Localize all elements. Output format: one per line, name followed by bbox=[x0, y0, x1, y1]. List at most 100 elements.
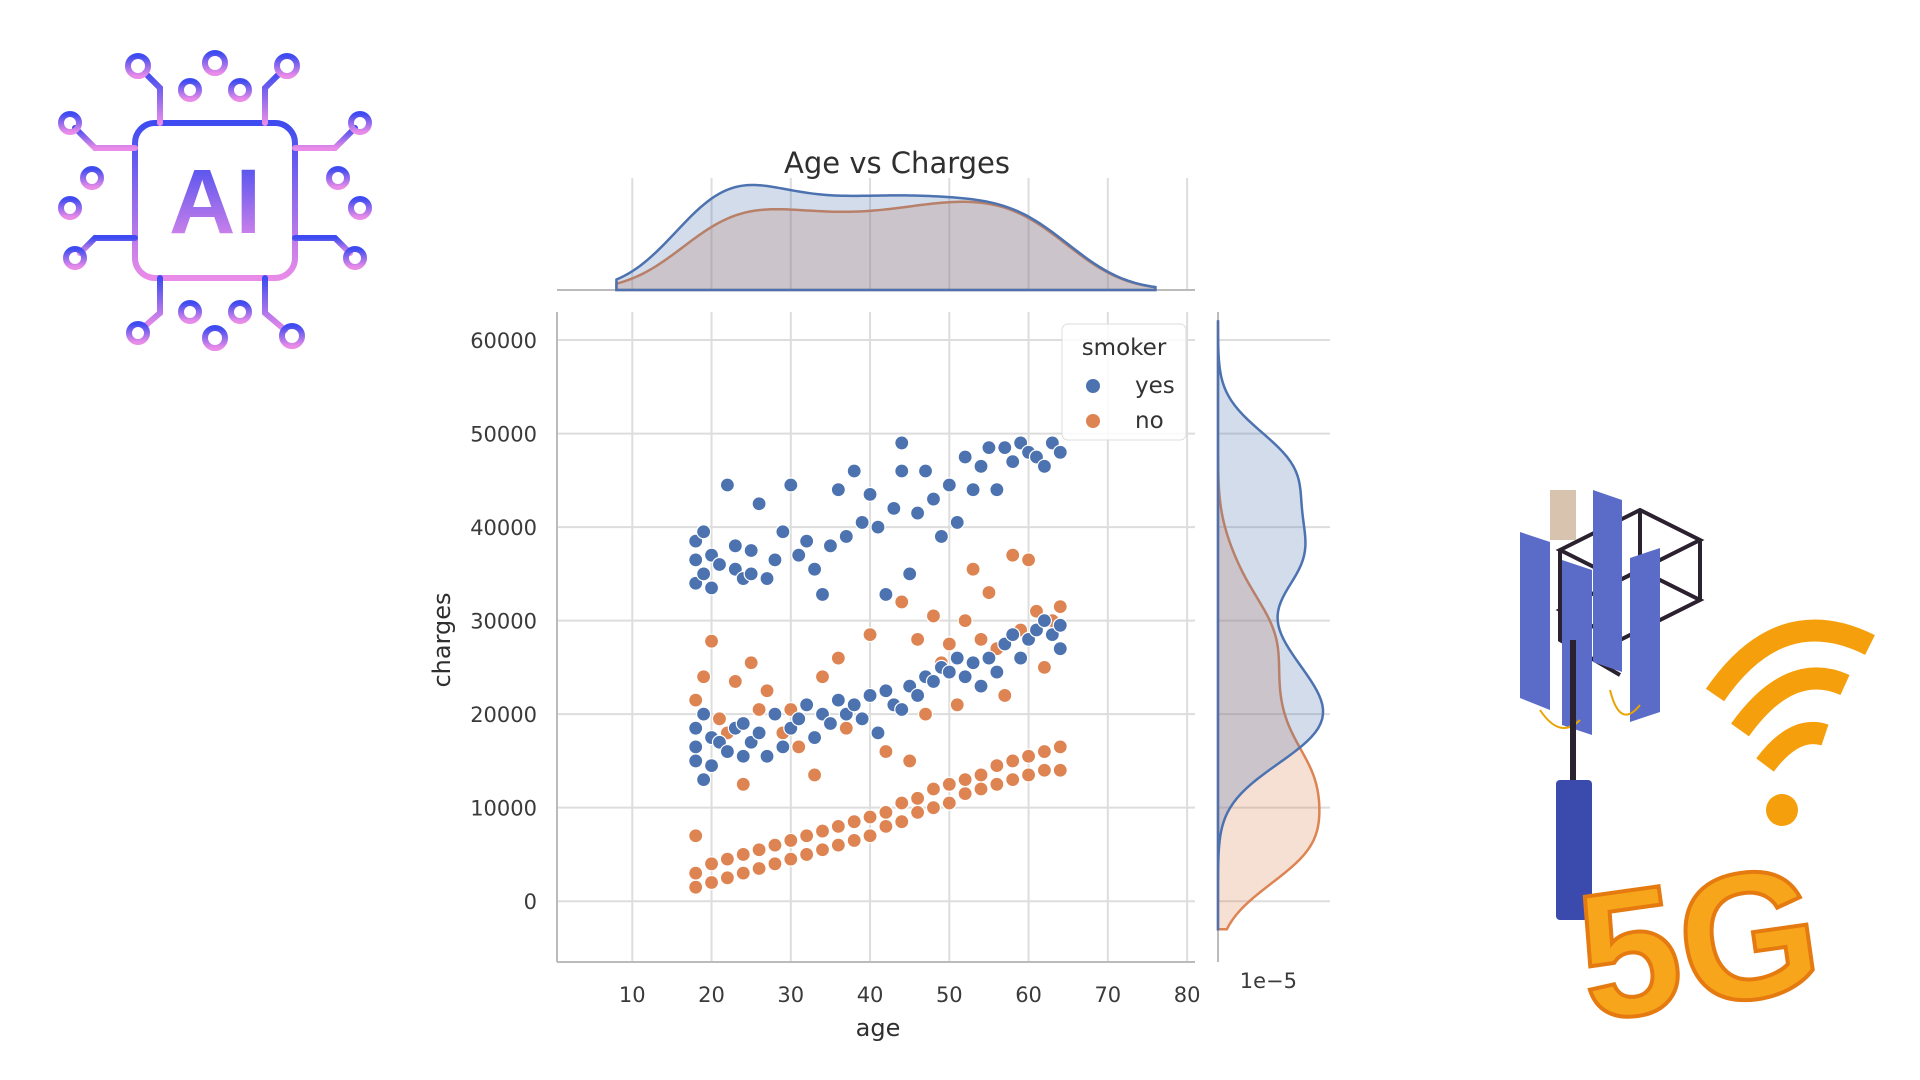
scatter-point-yes bbox=[791, 547, 807, 563]
scatter-point-no bbox=[688, 865, 704, 881]
scatter-point-yes bbox=[759, 570, 775, 587]
scatter-point-no bbox=[862, 809, 878, 825]
scatter-point-yes bbox=[846, 463, 862, 479]
scatter-point-no bbox=[894, 795, 910, 811]
scatter-point-no bbox=[791, 739, 807, 755]
scatter-point-no bbox=[1052, 599, 1068, 615]
scatter-point-no bbox=[1020, 552, 1037, 568]
y-tick-label: 0 bbox=[524, 890, 537, 914]
scatter-point-no bbox=[1005, 753, 1021, 769]
tower-base bbox=[1556, 780, 1592, 920]
scatter-point-yes bbox=[711, 556, 728, 573]
scatter-point-no bbox=[878, 818, 894, 834]
scatter-point-no bbox=[941, 636, 957, 652]
chart-title: Age vs Charges bbox=[784, 146, 1010, 180]
scatter-point-yes bbox=[688, 720, 704, 736]
scatter-point-yes bbox=[854, 514, 870, 531]
scatter-point-yes bbox=[830, 482, 846, 498]
scatter-point-yes bbox=[791, 711, 807, 727]
scatter-point-yes bbox=[1036, 613, 1053, 629]
scatter-point-yes bbox=[1005, 627, 1021, 643]
scatter-point-no bbox=[719, 851, 735, 867]
scatter-point-yes bbox=[941, 477, 957, 493]
scatter-point-no bbox=[759, 683, 775, 699]
scatter-point-yes bbox=[917, 463, 934, 479]
scatter-point-no bbox=[727, 673, 743, 690]
scatter-point-no bbox=[973, 631, 989, 647]
legend-marker-yes bbox=[1086, 379, 1100, 393]
scatter-point-yes bbox=[941, 664, 957, 680]
scatter-point-yes bbox=[806, 561, 823, 577]
scatter-point-yes bbox=[743, 566, 759, 582]
scatter-point-yes bbox=[719, 477, 735, 493]
points-layer bbox=[688, 435, 1068, 895]
scatter-point-no bbox=[894, 814, 910, 830]
scatter-point-yes bbox=[759, 748, 775, 764]
wifi-dot bbox=[1766, 794, 1798, 826]
scatter-point-yes bbox=[767, 552, 783, 568]
scatter-point-yes bbox=[973, 678, 989, 694]
scatter-point-no bbox=[814, 823, 831, 839]
scatter-point-no bbox=[799, 828, 815, 844]
scatter-point-yes bbox=[822, 538, 839, 554]
scatter-point-yes bbox=[703, 580, 720, 596]
y-tick-label: 60000 bbox=[470, 329, 537, 353]
scatter-point-yes bbox=[997, 440, 1013, 456]
scatter-point-no bbox=[957, 786, 973, 802]
scatter-point-no bbox=[703, 856, 720, 872]
scatter-point-yes bbox=[735, 748, 751, 764]
y-tick-label: 50000 bbox=[470, 423, 537, 447]
scatter-point-yes bbox=[862, 486, 878, 502]
legend-marker-no bbox=[1086, 414, 1100, 428]
scatter-point-no bbox=[751, 860, 767, 877]
scatter-point-yes bbox=[727, 538, 743, 554]
scatter-point-no bbox=[846, 814, 862, 830]
scatter-point-no bbox=[878, 804, 894, 820]
scatter-point-yes bbox=[949, 650, 965, 666]
5g-antenna-tower-icon: 5G bbox=[1520, 490, 1875, 1062]
scatter-point-yes bbox=[767, 706, 783, 722]
scatter-point-no bbox=[925, 608, 942, 624]
legend-title: smoker bbox=[1082, 335, 1167, 361]
scatter-point-yes bbox=[902, 566, 918, 582]
scatter-point-no bbox=[783, 851, 799, 867]
scatter-point-no bbox=[949, 697, 965, 713]
scatter-point-no bbox=[1005, 547, 1021, 563]
scatter-point-no bbox=[688, 828, 704, 844]
scatter-point-yes bbox=[1052, 617, 1068, 633]
scatter-point-yes bbox=[965, 482, 981, 498]
scatter-point-no bbox=[735, 865, 751, 881]
scatter-point-no bbox=[965, 561, 981, 577]
scatter-point-no bbox=[688, 692, 704, 708]
scatter-point-yes bbox=[1052, 641, 1068, 657]
scatter-point-no bbox=[846, 832, 862, 849]
antenna-cables bbox=[1539, 689, 1641, 729]
scatter-point-yes bbox=[735, 715, 751, 732]
x-tick-label: 50 bbox=[936, 983, 963, 1007]
scatter-point-yes bbox=[703, 757, 720, 774]
scatter-point-no bbox=[830, 837, 846, 853]
scatter-point-yes bbox=[743, 542, 759, 559]
scatter-point-no bbox=[767, 837, 783, 853]
scatter-point-no bbox=[862, 627, 878, 643]
scatter-point-no bbox=[941, 795, 957, 811]
scatter-point-yes bbox=[688, 552, 704, 568]
scatter-point-yes bbox=[696, 706, 712, 722]
scatter-point-yes bbox=[1052, 444, 1068, 460]
scatter-point-no bbox=[814, 669, 831, 685]
scatter-point-no bbox=[688, 879, 704, 895]
scatter-point-no bbox=[997, 687, 1013, 704]
scatter-point-yes bbox=[886, 500, 902, 517]
scatter-point-yes bbox=[830, 692, 846, 708]
scatter-point-yes bbox=[933, 528, 949, 545]
ticks-layer: 10 20 30 40 50 60 70 80 0 10000 20000 30000 40000 500… bbox=[470, 329, 1200, 1007]
scatter-point-yes bbox=[838, 528, 854, 545]
scatter-point-no bbox=[743, 655, 759, 671]
scatter-point-yes bbox=[1036, 458, 1053, 474]
grid-layer bbox=[557, 178, 1330, 962]
scatter-point-yes bbox=[878, 586, 894, 603]
scatter-point-no bbox=[894, 594, 910, 610]
antenna-panel-1 bbox=[1520, 532, 1550, 710]
scatter-point-yes bbox=[799, 533, 815, 549]
